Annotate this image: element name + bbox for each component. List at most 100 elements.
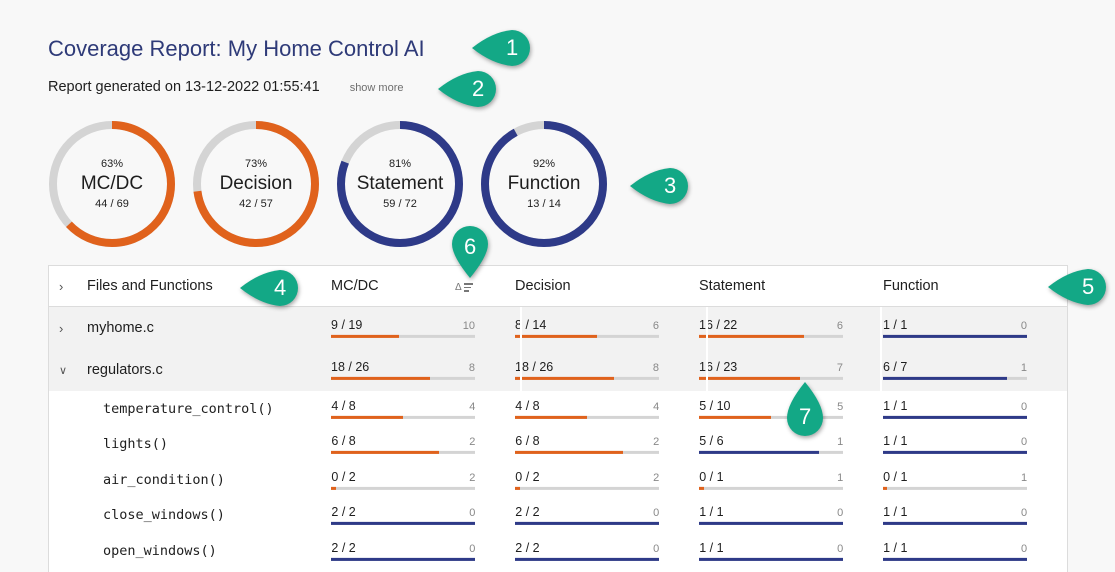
chevron-down-icon[interactable]: ∨: [59, 364, 68, 377]
coverage-fraction[interactable]: 5 / 6: [699, 434, 724, 449]
coverage-bar-cell: 5 / 10 5: [699, 397, 844, 419]
function-row[interactable]: temperature_control() 4 / 8 4 4 / 8 4: [49, 391, 1067, 427]
row-name-cell[interactable]: temperature_control(): [49, 401, 331, 417]
coverage-progress-bar: [515, 557, 660, 561]
function-name[interactable]: temperature_control(): [103, 400, 274, 417]
coverage-fraction[interactable]: 6 / 8: [515, 434, 540, 449]
coverage-bar-cell: 16 / 22 6: [699, 316, 843, 338]
coverage-fraction[interactable]: 18 / 26: [331, 359, 370, 374]
coverage-bar-cell: 1 / 1 0: [883, 539, 1028, 561]
coverage-fraction[interactable]: 16 / 22: [699, 317, 738, 332]
file-name[interactable]: myhome.c: [87, 320, 154, 336]
function-name[interactable]: close_windows(): [103, 507, 225, 524]
row-name-cell[interactable]: open_windows(): [49, 543, 331, 559]
coverage-fraction[interactable]: 0 / 1: [883, 469, 908, 484]
cell-mcdc: 2 / 2 0: [331, 498, 515, 534]
chevron-right-icon[interactable]: ›: [59, 320, 64, 336]
column-divider: [520, 349, 522, 391]
coverage-bar-cell: 4 / 8 4: [331, 397, 476, 419]
coverage-fraction[interactable]: 2 / 2: [515, 505, 540, 520]
row-name-cell[interactable]: ∨ regulators.c: [49, 362, 331, 378]
coverage-bar-cell: 1 / 1 0: [699, 539, 844, 561]
coverage-fraction[interactable]: 1 / 1: [882, 317, 908, 332]
coverage-fraction[interactable]: 6 / 7: [882, 359, 908, 374]
column-divider: [880, 307, 882, 349]
coverage-fraction[interactable]: 1 / 1: [883, 434, 908, 449]
uncovered-count: 0: [653, 542, 660, 555]
function-row[interactable]: air_condition() 0 / 2 2 0 / 2 2: [49, 462, 1067, 498]
show-more-link[interactable]: show more: [349, 82, 404, 94]
donut-ring-icon: [49, 121, 175, 247]
function-row[interactable]: open_windows() 2 / 2 0 2 / 2 0: [49, 533, 1067, 569]
coverage-fraction[interactable]: 0 / 2: [331, 469, 356, 484]
gauge-fraction: 44 / 69: [95, 198, 129, 211]
coverage-fraction[interactable]: 4 / 8: [331, 398, 356, 413]
callout-marker-6: 6: [448, 222, 492, 280]
table-body: › myhome.c 9 / 19 1 0 8 / 14 6: [49, 307, 1067, 569]
cell-function: 1 / 1 0: [883, 391, 1067, 427]
row-name-cell[interactable]: lights(): [49, 436, 331, 452]
coverage-progress-bar: [883, 415, 1028, 419]
file-row[interactable]: › myhome.c 9 / 19 10 8 / 14 6: [49, 307, 1067, 349]
coverage-fraction[interactable]: 1 / 1: [883, 505, 908, 520]
coverage-fraction[interactable]: 2 / 2: [515, 540, 540, 555]
coverage-fraction[interactable]: 18 / 26: [515, 359, 554, 374]
function-row[interactable]: lights() 6 / 8 2 6 / 8 2: [49, 426, 1067, 463]
gauge-label: Function: [507, 172, 581, 194]
column-divider: [706, 349, 708, 391]
coverage-progress-bar: [883, 451, 1028, 455]
coverage-fraction[interactable]: 16 / 23: [699, 359, 738, 374]
coverage-fraction[interactable]: 1 / 1: [699, 505, 724, 520]
row-name-cell[interactable]: air_condition(): [49, 472, 331, 488]
gauge-label: MC/DC: [80, 172, 144, 194]
coverage-fraction[interactable]: 1 / 1: [883, 398, 908, 413]
column-divider: [706, 307, 708, 349]
coverage-fraction[interactable]: 2 / 2: [331, 540, 356, 555]
header-function[interactable]: Function: [883, 266, 1067, 306]
row-name-cell[interactable]: › myhome.c: [49, 320, 331, 336]
sort-icon[interactable]: Δ: [455, 282, 473, 293]
coverage-fraction[interactable]: 1 / 1: [883, 540, 908, 555]
coverage-bar-cell: 1 / 1 0: [883, 432, 1028, 455]
coverage-progress-bar: [882, 376, 1027, 380]
coverage-progress-fill: [515, 557, 660, 561]
function-name[interactable]: open_windows(): [103, 542, 217, 559]
uncovered-count: 1: [1020, 471, 1028, 484]
coverage-fraction[interactable]: 0 / 1: [699, 469, 724, 484]
header-decision[interactable]: Decision: [515, 266, 699, 306]
coverage-fraction[interactable]: 9 / 19: [331, 317, 363, 332]
header-label: Files and Functions: [87, 278, 213, 294]
row-name-cell[interactable]: close_windows(): [49, 507, 331, 523]
coverage-fraction[interactable]: 5 / 10: [699, 398, 731, 413]
header-mcdc[interactable]: MC/DC Δ: [331, 266, 515, 306]
coverage-fraction[interactable]: 4 / 8: [515, 398, 540, 413]
function-name[interactable]: air_condition(): [103, 471, 225, 488]
coverage-progress-fill: [515, 451, 624, 455]
uncovered-count: 8: [652, 361, 660, 374]
uncovered-count: 2: [653, 471, 660, 484]
coverage-fraction[interactable]: 0 / 2: [515, 469, 540, 484]
callout-number: 1: [506, 35, 519, 60]
coverage-fraction[interactable]: 6 / 8: [331, 434, 356, 449]
uncovered-count: 6: [652, 319, 660, 332]
table-header: › Files and Functions MC/DC Δ Decision S…: [49, 266, 1067, 307]
coverage-progress-fill: [699, 557, 844, 561]
cell-decision: 4 / 8 4: [515, 391, 699, 427]
coverage-fraction[interactable]: 1 / 1: [699, 540, 724, 555]
gauge-label: Statement: [356, 172, 444, 194]
function-name[interactable]: lights(): [103, 436, 169, 453]
coverage-fraction[interactable]: 8 / 14: [515, 317, 547, 332]
callout-marker-4: 4: [238, 268, 300, 308]
header-files-and-functions[interactable]: › Files and Functions: [49, 278, 331, 294]
coverage-fraction[interactable]: 2 / 2: [331, 505, 356, 520]
chevron-right-icon[interactable]: ›: [59, 278, 64, 294]
cell-decision: 6 / 8 2: [515, 427, 699, 463]
header-statement[interactable]: Statement: [699, 266, 883, 306]
uncovered-count: 2: [469, 436, 476, 449]
cell-mcdc: 0 / 2 2: [331, 462, 515, 498]
gauge-percent: 92%: [532, 157, 556, 170]
cell-function: 1 / 1 0: [883, 498, 1067, 534]
function-row[interactable]: close_windows() 2 / 2 0 2 / 2 0: [49, 497, 1067, 534]
file-name[interactable]: regulators.c: [87, 362, 163, 378]
file-row[interactable]: ∨ regulators.c 18 / 26 8 18 / 26 8: [49, 349, 1067, 391]
